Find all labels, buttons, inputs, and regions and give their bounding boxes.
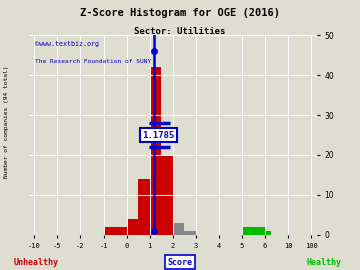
Bar [265, 231, 271, 235]
Bar [150, 67, 161, 235]
Bar [161, 155, 173, 235]
Text: 1.1785: 1.1785 [142, 130, 175, 140]
Text: Score: Score [167, 258, 193, 267]
Bar [127, 219, 138, 235]
Bar [184, 231, 196, 235]
Text: Sector: Utilities: Sector: Utilities [134, 27, 226, 36]
Text: Unhealthy: Unhealthy [14, 258, 58, 267]
Text: ©www.textbiz.org: ©www.textbiz.org [35, 41, 99, 47]
Bar [138, 179, 150, 235]
Text: Number of companies (94 total): Number of companies (94 total) [4, 65, 9, 178]
Bar [104, 227, 127, 235]
Bar [173, 223, 184, 235]
Text: The Research Foundation of SUNY: The Research Foundation of SUNY [35, 59, 151, 64]
Bar [242, 227, 265, 235]
Text: Z-Score Histogram for OGE (2016): Z-Score Histogram for OGE (2016) [80, 8, 280, 18]
Text: Healthy: Healthy [306, 258, 342, 267]
